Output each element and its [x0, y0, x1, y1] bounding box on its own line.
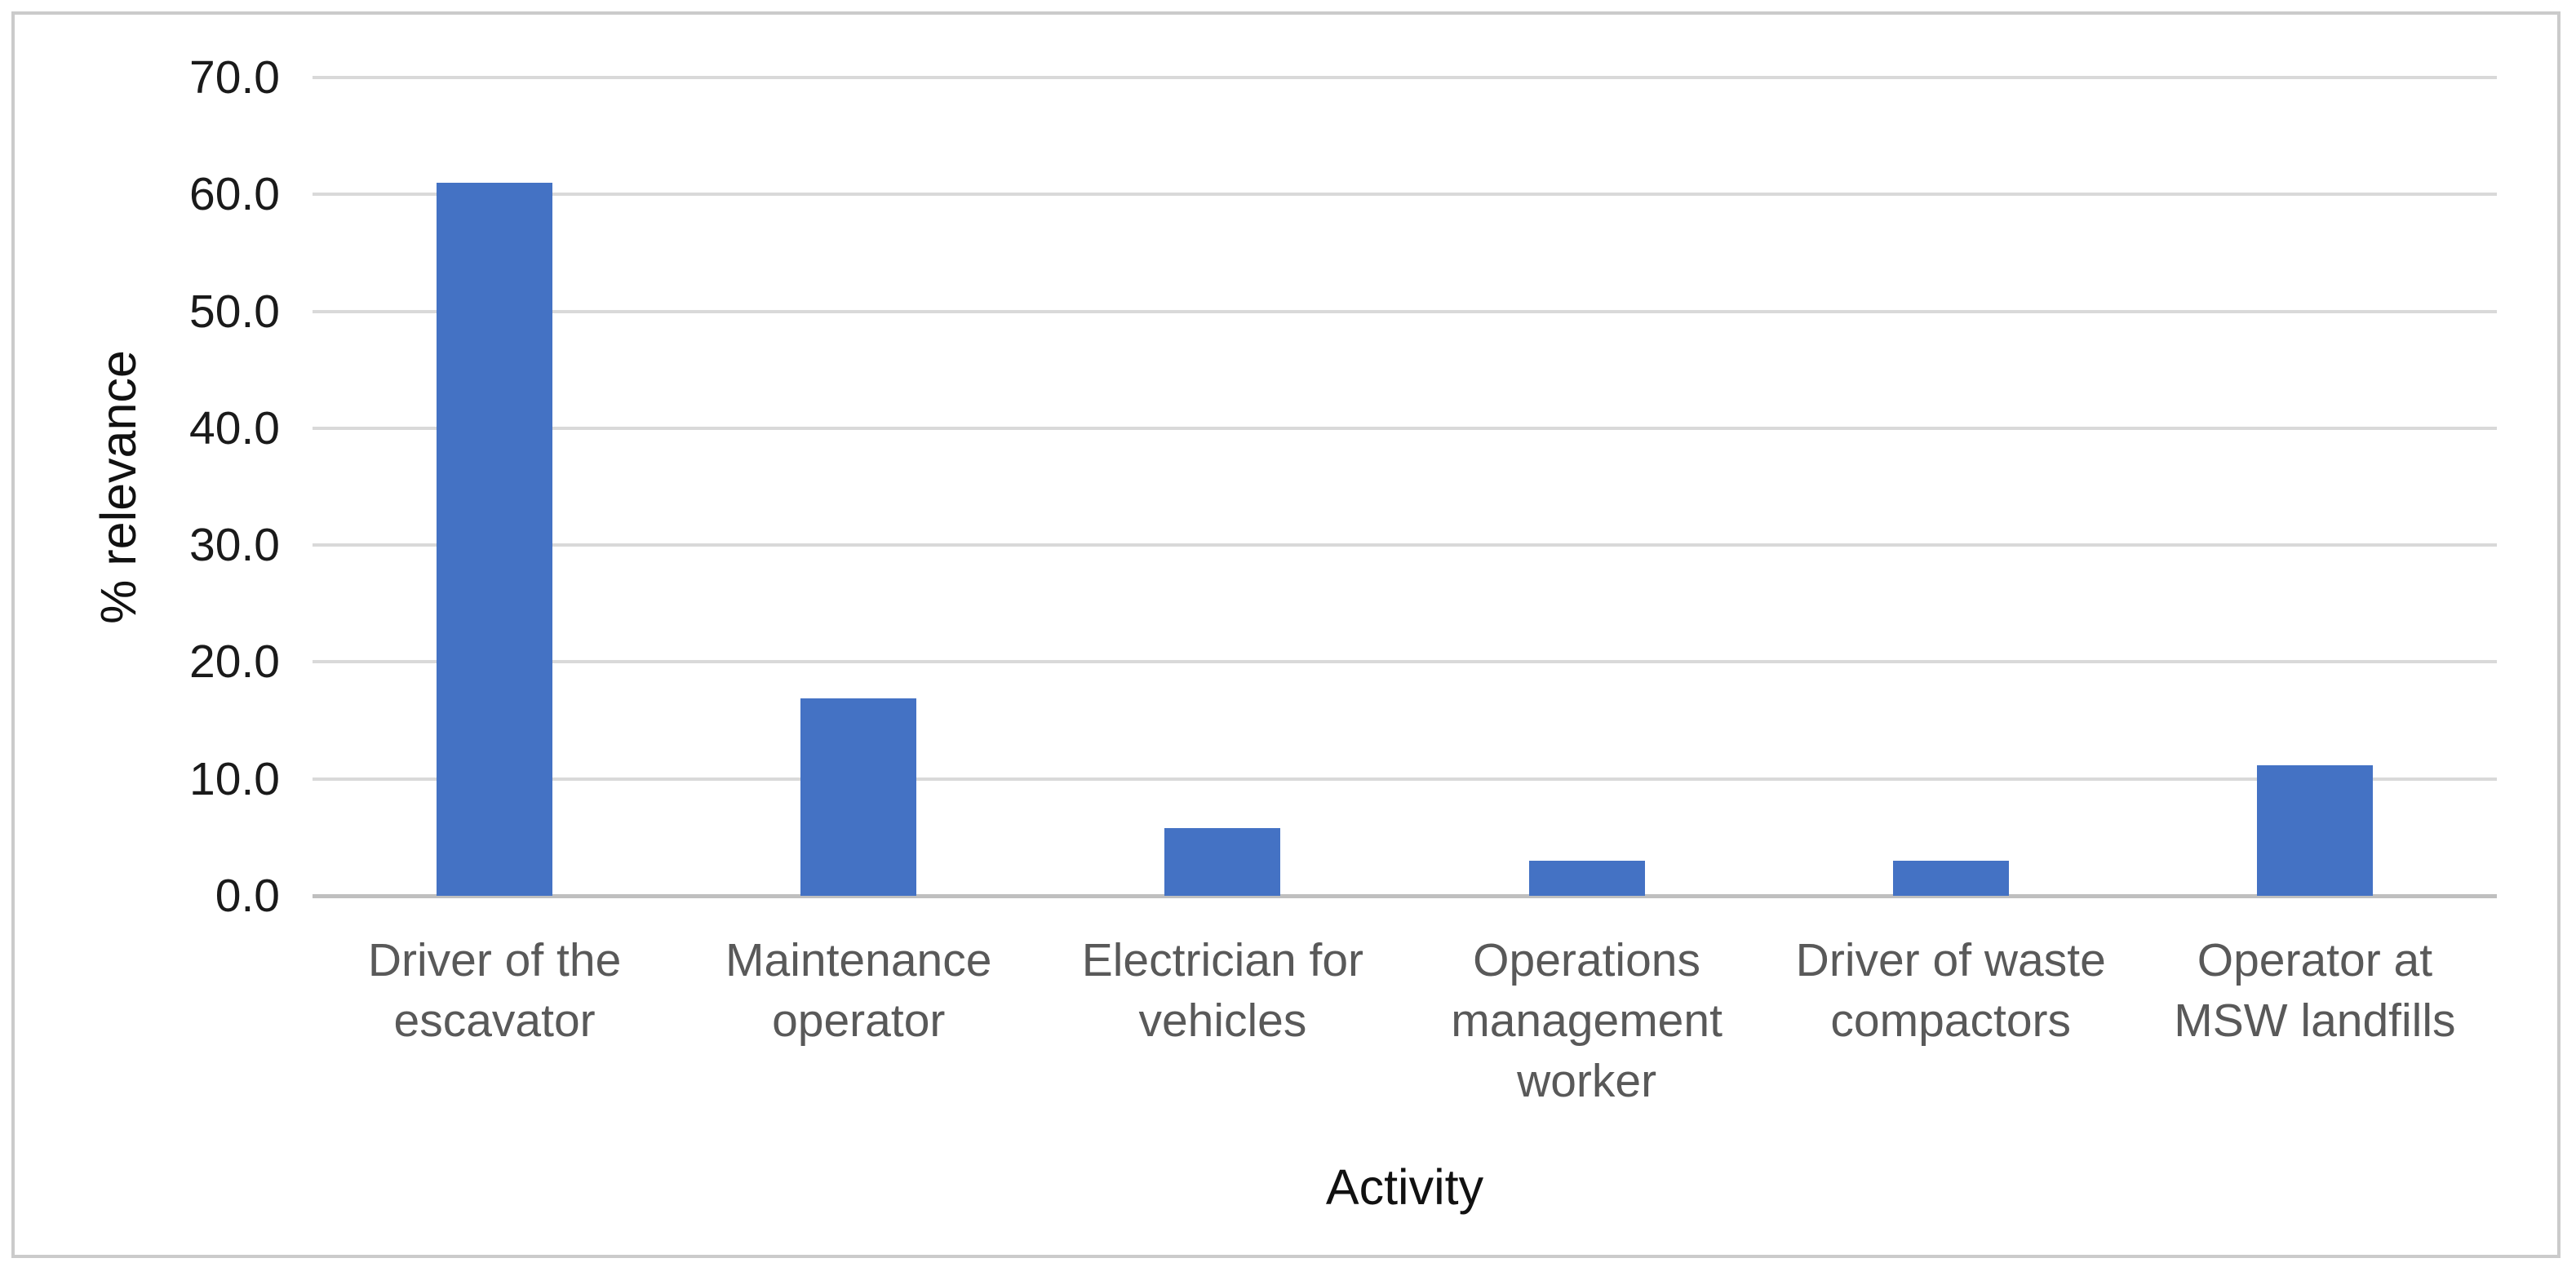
bar-electrician-for-vehicles — [1164, 827, 1281, 896]
x-axis-category-label: Operator at MSW landfills — [2174, 934, 2456, 1047]
bar-driver-of-the-escavator — [437, 182, 553, 896]
x-axis-line — [313, 893, 2497, 898]
gridline — [313, 426, 2497, 430]
bar-driver-of-waste-compactors — [1892, 861, 2009, 896]
y-axis-tick-label: 0.0 — [215, 870, 280, 922]
bar-operations-management-worker — [1528, 861, 1645, 896]
y-axis-tick-label: 40.0 — [189, 401, 280, 454]
x-axis-category-label: Driver of the escavator — [367, 934, 622, 1047]
x-axis-category-label: Maintenance operator — [725, 934, 992, 1047]
gridline — [313, 309, 2497, 313]
bar-maintenance-operator — [800, 698, 917, 896]
x-axis-category-label: Driver of waste compactors — [1795, 934, 2106, 1047]
y-axis-tick-label: 30.0 — [189, 519, 280, 572]
bar-operator-at-msw-landfills — [2256, 764, 2373, 896]
y-axis-tick-label: 10.0 — [189, 752, 280, 805]
gridline — [313, 543, 2497, 547]
gridline — [313, 193, 2497, 197]
y-axis-tick-label: 20.0 — [189, 636, 280, 689]
gridline — [313, 660, 2497, 664]
gridline — [313, 777, 2497, 781]
y-axis-tick-label: 60.0 — [189, 168, 280, 221]
y-axis-tick-label: 70.0 — [189, 51, 280, 104]
x-axis-category-label: Electrician for vehicles — [1081, 934, 1364, 1047]
chart-frame — [11, 11, 2560, 1258]
x-axis-title: Activity — [1325, 1159, 1484, 1215]
y-axis-tick-label: 50.0 — [189, 285, 280, 338]
gridline — [313, 76, 2497, 79]
x-axis-category-label: Operations management worker — [1451, 934, 1723, 1107]
